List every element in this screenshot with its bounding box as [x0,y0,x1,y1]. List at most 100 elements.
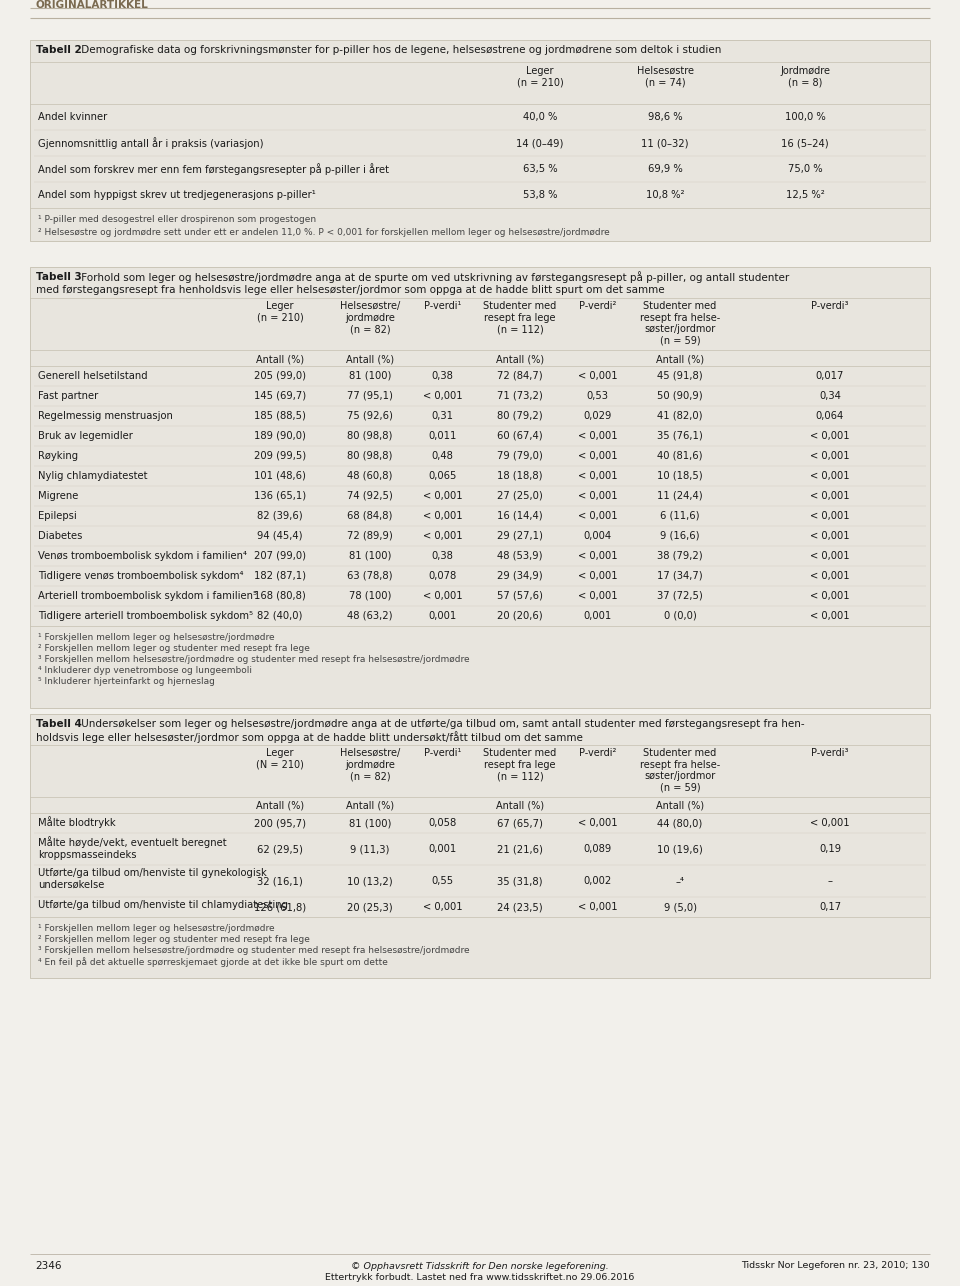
Text: 60 (67,4): 60 (67,4) [497,431,542,441]
Text: Utførte/ga tilbud om/henviste til chlamydiatesting: Utførte/ga tilbud om/henviste til chlamy… [38,900,288,910]
Text: –: – [828,876,832,886]
Text: 79 (79,0): 79 (79,0) [497,451,542,460]
Text: 98,6 %: 98,6 % [648,112,683,122]
Text: 20 (20,6): 20 (20,6) [497,611,542,621]
Text: < 0,001: < 0,001 [422,592,463,601]
Text: Utførte/ga tilbud om/henviste til gynekologisk
undersøkelse: Utførte/ga tilbud om/henviste til gyneko… [38,868,267,890]
Text: 0,31: 0,31 [431,412,453,421]
Text: 69,9 %: 69,9 % [648,165,683,174]
Text: 0,55: 0,55 [431,876,453,886]
Text: 189 (90,0): 189 (90,0) [254,431,306,441]
Text: < 0,001: < 0,001 [422,901,463,912]
Text: Antall (%): Antall (%) [256,801,304,811]
Bar [30,40,930,240]
Text: ¹ Forskjellen mellom leger og helsesøstre/jordmødre: ¹ Forskjellen mellom leger og helsesøstr… [38,925,275,934]
Text: < 0,001: < 0,001 [578,818,617,828]
Text: 35 (31,8): 35 (31,8) [497,876,542,886]
Text: 6 (11,6): 6 (11,6) [660,511,700,521]
Text: 38 (79,2): 38 (79,2) [658,550,703,561]
Text: 9 (5,0): 9 (5,0) [663,901,697,912]
Text: < 0,001: < 0,001 [422,531,463,541]
Text: < 0,001: < 0,001 [810,550,850,561]
Text: 101 (48,6): 101 (48,6) [254,471,306,481]
Text: Jordmødre
(n = 8): Jordmødre (n = 8) [780,66,830,87]
Text: < 0,001: < 0,001 [578,471,617,481]
Text: © Opphavsrett Tidsskrift for Den norske legeforening.: © Opphavsrett Tidsskrift for Den norske … [351,1262,609,1271]
Text: < 0,001: < 0,001 [810,471,850,481]
Text: 0,001: 0,001 [428,611,457,621]
Text: 185 (88,5): 185 (88,5) [254,412,306,421]
Text: Helsesøstre/
jordmødre
(n = 82): Helsesøstre/ jordmødre (n = 82) [340,301,400,334]
Text: 0,001: 0,001 [428,844,457,854]
Text: ORIGINALARTIKKEL: ORIGINALARTIKKEL [35,0,148,10]
Text: < 0,001: < 0,001 [810,592,850,601]
Text: 82 (39,6): 82 (39,6) [257,511,302,521]
Text: ² Forskjellen mellom leger og studenter med resept fra lege: ² Forskjellen mellom leger og studenter … [38,644,310,653]
Text: Helsesøstre/
jordmødre
(n = 82): Helsesøstre/ jordmødre (n = 82) [340,748,400,781]
Text: ⁵ Inkluderer hjerteinfarkt og hjerneslag: ⁵ Inkluderer hjerteinfarkt og hjerneslag [38,676,215,685]
Text: 0,002: 0,002 [584,876,612,886]
Text: 21 (21,6): 21 (21,6) [497,844,543,854]
Text: 44 (80,0): 44 (80,0) [658,818,703,828]
Text: < 0,001: < 0,001 [578,370,617,381]
Text: 29 (27,1): 29 (27,1) [497,531,543,541]
Text: < 0,001: < 0,001 [578,592,617,601]
Text: 63 (78,8): 63 (78,8) [348,571,393,581]
Text: 0,064: 0,064 [816,412,844,421]
Text: Antall (%): Antall (%) [346,354,394,364]
Text: 0,19: 0,19 [819,844,841,854]
Text: Arteriell tromboembolisk sykdom i familien⁵: Arteriell tromboembolisk sykdom i famili… [38,592,257,601]
Text: < 0,001: < 0,001 [810,611,850,621]
Text: Tabell 3: Tabell 3 [36,273,82,282]
Text: 62 (29,5): 62 (29,5) [257,844,303,854]
Text: Venøs tromboembolisk sykdom i familien⁴: Venøs tromboembolisk sykdom i familien⁴ [38,550,247,561]
Text: Demografiske data og forskrivningsmønster for p-piller hos de legene, helsesøstr: Demografiske data og forskrivningsmønste… [78,45,721,55]
Text: Leger
(n = 210): Leger (n = 210) [256,301,303,323]
Text: 10 (18,5): 10 (18,5) [658,471,703,481]
Text: 145 (69,7): 145 (69,7) [254,391,306,401]
Text: Migrene: Migrene [38,491,79,502]
Text: 40 (81,6): 40 (81,6) [658,451,703,460]
Text: < 0,001: < 0,001 [578,491,617,502]
Text: Tidligere arteriell tromboembolisk sykdom⁵: Tidligere arteriell tromboembolisk sykdo… [38,611,253,621]
Text: 17 (34,7): 17 (34,7) [658,571,703,581]
Text: < 0,001: < 0,001 [810,818,850,828]
Text: 35 (76,1): 35 (76,1) [658,431,703,441]
Text: < 0,001: < 0,001 [578,901,617,912]
Text: 48 (63,2): 48 (63,2) [348,611,393,621]
Text: 41 (82,0): 41 (82,0) [658,412,703,421]
Text: 10 (13,2): 10 (13,2) [348,876,393,886]
Text: Antall (%): Antall (%) [496,354,544,364]
Text: Leger
(n = 210): Leger (n = 210) [516,66,564,87]
Text: ¹ P-piller med desogestrel eller drospirenon som progestogen: ¹ P-piller med desogestrel eller drospir… [38,215,316,224]
Text: 12,5 %²: 12,5 %² [785,190,825,201]
Text: Bruk av legemidler: Bruk av legemidler [38,431,132,441]
Text: Gjennomsnittlig antall år i praksis (variasjon): Gjennomsnittlig antall år i praksis (var… [38,138,263,149]
Text: 80 (98,8): 80 (98,8) [348,451,393,460]
Text: 182 (87,1): 182 (87,1) [254,571,306,581]
Text: P-verdi³: P-verdi³ [811,748,849,757]
Text: Målte høyde/vekt, eventuelt beregnet
kroppsmasseindeks: Målte høyde/vekt, eventuelt beregnet kro… [38,836,227,859]
Text: Tidsskr Nor Legeforen nr. 23, 2010; 130: Tidsskr Nor Legeforen nr. 23, 2010; 130 [741,1262,930,1271]
Text: 9 (16,6): 9 (16,6) [660,531,700,541]
Text: med førstegangsresept fra henholdsvis lege eller helsesøster/jordmor som oppga a: med førstegangsresept fra henholdsvis le… [36,285,664,294]
Text: Antall (%): Antall (%) [256,354,304,364]
Text: 0,17: 0,17 [819,901,841,912]
Text: Nylig chlamydiatestet: Nylig chlamydiatestet [38,471,148,481]
Text: Undersøkelser som leger og helsesøstre/jordmødre anga at de utførte/ga tilbud om: Undersøkelser som leger og helsesøstre/j… [78,719,804,729]
Text: 50 (90,9): 50 (90,9) [658,391,703,401]
Text: 48 (53,9): 48 (53,9) [497,550,542,561]
Text: Forhold som leger og helsesøstre/jordmødre anga at de spurte om ved utskrivning : Forhold som leger og helsesøstre/jordmød… [78,271,789,283]
Text: Studenter med
resept fra lege
(n = 112): Studenter med resept fra lege (n = 112) [484,301,557,334]
Text: ² Helsesøstre og jordmødre sett under ett er andelen 11,0 %. P < 0,001 for forsk: ² Helsesøstre og jordmødre sett under et… [38,228,610,237]
Text: 0,017: 0,017 [816,370,844,381]
Text: 81 (100): 81 (100) [348,550,391,561]
Text: ³ Forskjellen mellom helsesøstre/jordmødre og studenter med resept fra helsesøst: ³ Forskjellen mellom helsesøstre/jordmød… [38,946,469,955]
Text: < 0,001: < 0,001 [810,451,850,460]
Text: Regelmessig menstruasjon: Regelmessig menstruasjon [38,412,173,421]
Text: < 0,001: < 0,001 [578,451,617,460]
Text: 80 (79,2): 80 (79,2) [497,412,542,421]
Text: < 0,001: < 0,001 [578,511,617,521]
Text: Leger
(N = 210): Leger (N = 210) [256,748,304,769]
Text: < 0,001: < 0,001 [810,571,850,581]
